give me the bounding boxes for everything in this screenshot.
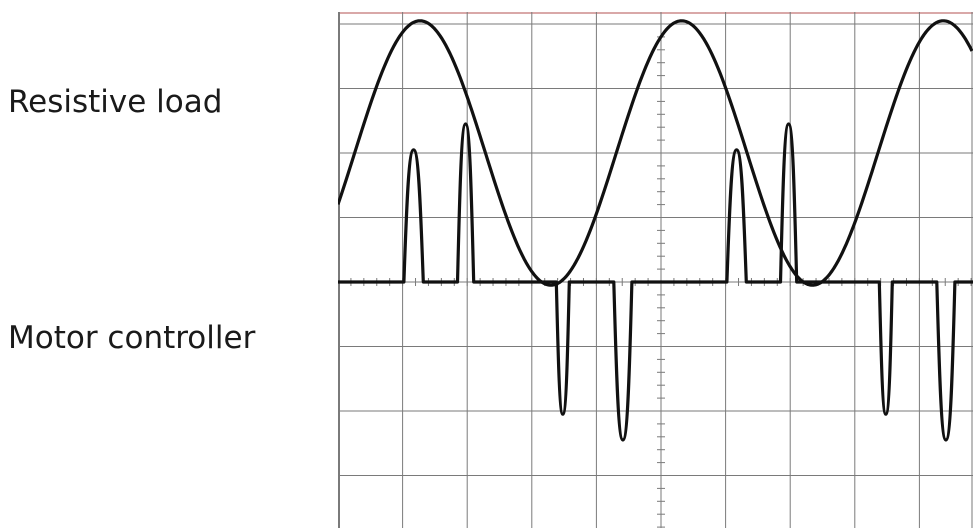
resistive-load-label: Resistive load — [8, 84, 223, 120]
motor-controller-label: Motor controller — [8, 320, 256, 356]
oscilloscope-plot — [338, 12, 973, 528]
motor-controller-trace — [338, 122, 973, 442]
scope-grid — [338, 12, 973, 528]
scope-traces — [338, 19, 973, 442]
resistive-load-trace — [338, 19, 973, 287]
